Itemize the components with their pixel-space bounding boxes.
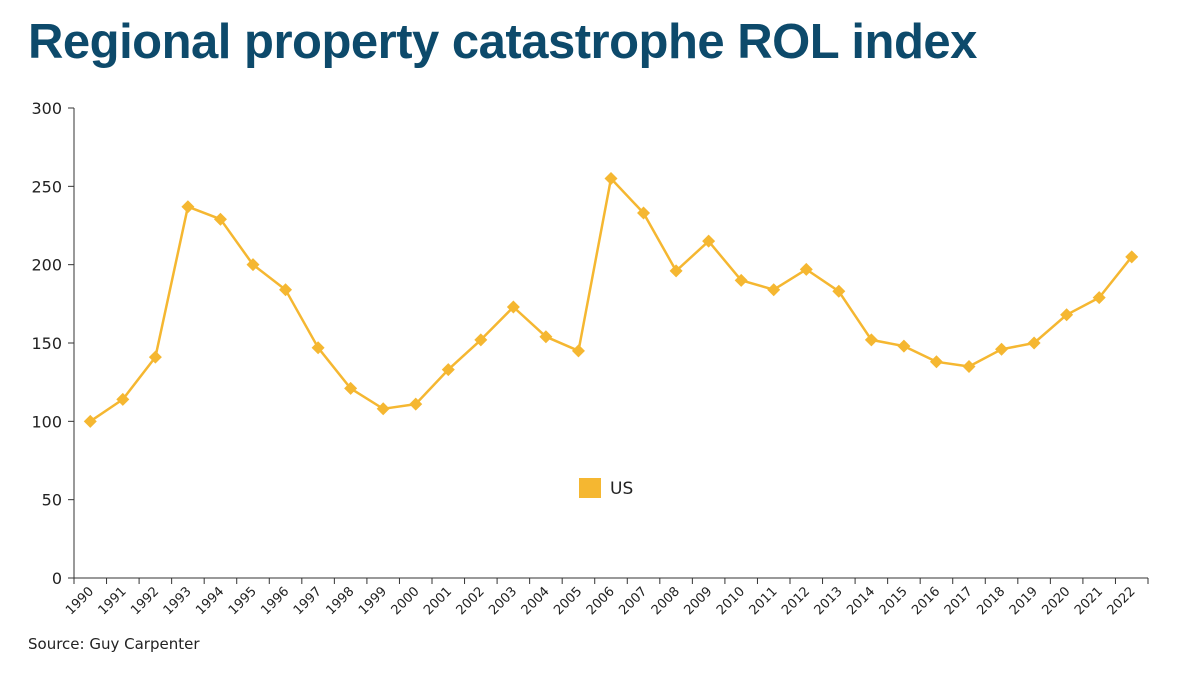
y-tick-label: 150 [31, 334, 62, 353]
data-point [116, 392, 130, 406]
x-tick-label: 2020 [1039, 584, 1073, 618]
data-point [832, 284, 846, 298]
data-point [1060, 308, 1074, 322]
data-point [767, 283, 781, 297]
x-tick-label: 1999 [356, 584, 390, 618]
y-tick-label: 300 [31, 99, 62, 118]
y-tick-label: 50 [42, 491, 62, 510]
x-tick-label: 2022 [1105, 584, 1139, 618]
x-tick-label: 2011 [747, 584, 781, 618]
series-us [83, 172, 1139, 428]
data-point [376, 402, 390, 416]
data-point [929, 355, 943, 369]
series-line [89, 177, 1133, 423]
x-tick-label: 2013 [812, 584, 846, 618]
data-point [1092, 291, 1106, 305]
data-point [441, 363, 455, 377]
x-tick-label: 2006 [584, 584, 618, 618]
y-tick-label: 0 [52, 569, 62, 588]
data-point [246, 258, 260, 272]
chart-title: Regional property catastrophe ROL index [28, 15, 977, 69]
y-axis: 0 50 100 150 200 250 300 [31, 99, 75, 588]
y-tick-label: 250 [31, 177, 62, 196]
x-tick-label: 1990 [63, 584, 97, 618]
x-tick-label: 1992 [128, 584, 162, 618]
legend-label: US [610, 479, 633, 499]
data-point [995, 342, 1009, 356]
x-tick-label: 2008 [649, 584, 683, 618]
x-tick-label: 2021 [1072, 584, 1106, 618]
data-point [181, 200, 195, 214]
data-point [474, 333, 488, 347]
x-tick-label: 2004 [519, 584, 553, 618]
data-point [897, 339, 911, 353]
x-tick-label: 1994 [193, 584, 227, 618]
x-tick-label: 1991 [96, 584, 130, 618]
y-tick-label: 200 [31, 256, 62, 275]
x-tick-label: 1997 [291, 584, 325, 618]
data-point [799, 262, 813, 276]
data-point [506, 300, 520, 314]
x-tick-label: 2018 [974, 584, 1008, 618]
x-tick-label: 2010 [714, 584, 748, 618]
x-tick-label: 2002 [454, 584, 488, 618]
data-point [539, 330, 553, 344]
data-point [409, 397, 423, 411]
x-tick-label: 1998 [323, 584, 357, 618]
x-tick-label: 2016 [909, 584, 943, 618]
data-point [669, 264, 683, 278]
x-tick-label: 2019 [1007, 584, 1041, 618]
data-point [311, 341, 325, 355]
legend: US [579, 478, 633, 499]
x-tick-label: 2009 [681, 584, 715, 618]
data-point [83, 414, 97, 428]
x-tick-label: 2017 [942, 584, 976, 618]
data-point [637, 206, 651, 220]
x-tick-label: 1993 [161, 584, 195, 618]
legend-swatch [579, 478, 601, 498]
data-point [962, 360, 976, 373]
x-tick-label: 2007 [616, 584, 650, 618]
x-axis: 1990199119921993199419951996199719981999… [63, 577, 1149, 618]
x-tick-label: 2003 [486, 584, 520, 618]
y-tick-label: 100 [31, 412, 62, 431]
x-tick-label: 2001 [421, 584, 455, 618]
x-tick-label: 2012 [779, 584, 813, 618]
source-note: Source: Guy Carpenter [28, 635, 200, 653]
data-point [213, 212, 227, 226]
data-point [1027, 336, 1041, 350]
x-tick-label: 2015 [877, 584, 911, 618]
x-tick-label: 1996 [258, 584, 292, 618]
x-tick-label: 2005 [551, 584, 585, 618]
data-point [734, 273, 748, 287]
x-tick-label: 2014 [844, 584, 878, 618]
data-point [604, 172, 618, 185]
x-tick-label: 1995 [226, 584, 260, 618]
data-point [279, 283, 293, 297]
data-point [344, 381, 358, 395]
data-point [571, 344, 585, 358]
data-point [148, 350, 162, 364]
data-point [1125, 250, 1139, 264]
x-tick-label: 2000 [389, 584, 423, 618]
data-point [864, 333, 878, 347]
data-point [702, 234, 716, 248]
